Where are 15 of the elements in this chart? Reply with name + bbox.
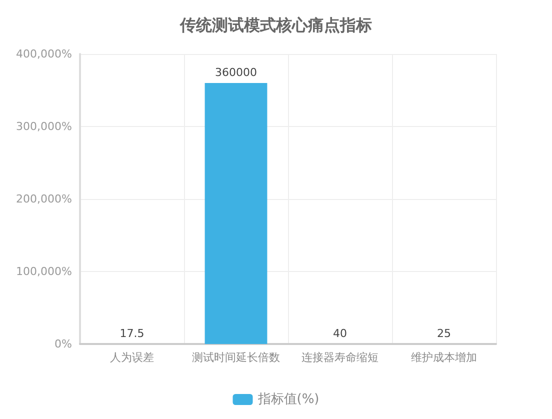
y-tick-label: 0% [54, 338, 72, 350]
y-tick-label: 200,000% [16, 192, 72, 206]
data-label: 25 [437, 326, 451, 340]
x-tick-label: 维护成本增加 [411, 351, 477, 364]
data-label: 40 [333, 326, 347, 340]
x-tick-label: 测试时间延长倍数 [192, 351, 280, 364]
chart-title: 传统测试模式核心痛点指标 [179, 16, 372, 34]
x-tick-label: 人为误差 [110, 351, 154, 364]
x-tick-label: 连接器寿命缩短 [302, 351, 378, 364]
y-tick-label: 400,000% [16, 48, 72, 60]
legend-label: 指标值(%) [256, 392, 320, 407]
data-label: 360000 [215, 66, 257, 79]
y-tick-label: 300,000% [16, 120, 72, 133]
y-tick-label: 100,000% [16, 265, 72, 278]
data-label: 17.5 [120, 326, 144, 340]
